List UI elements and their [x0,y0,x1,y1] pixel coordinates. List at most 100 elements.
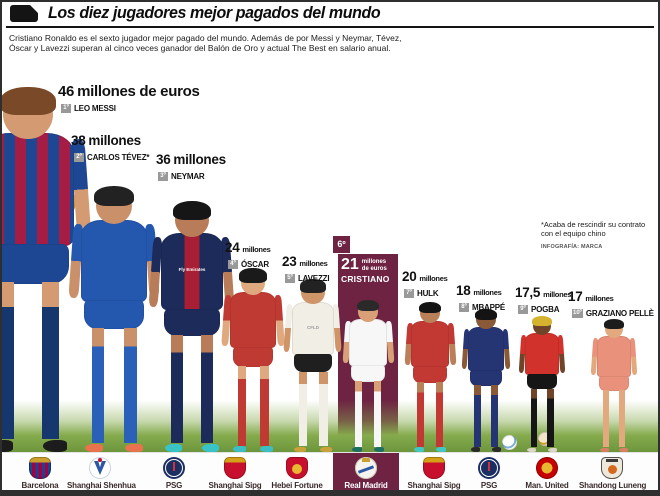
player-shoe [202,444,220,452]
salary-value: 21 [341,256,359,273]
player-name: NEYMAR [171,172,205,181]
player-shoe [413,447,424,452]
player-leg [474,385,481,448]
club-cell: Shanghai Sipg [202,457,268,490]
club-logo-psg-icon [163,457,185,479]
player-shoe [436,447,447,452]
club-cell: Shanghai Sipg [401,457,467,490]
club-cell: PSG [456,457,522,490]
club-name: Hebei Fortune [271,481,323,490]
salary-label: 23 millones 5º LAVEZZI [282,253,330,283]
player-name-row: 8º MBAPPÉ [459,303,505,312]
club-name: Shanghai Sipg [208,481,262,490]
player-shoe [164,444,182,452]
player-name-row: 2º CARLOS TÉVEZ* [74,153,149,162]
player-leg [618,389,626,448]
player-figure-hulk [404,301,456,452]
player-shoe [491,447,502,452]
player-shoe [124,443,143,452]
salary-amount: 17,5 millones [515,284,571,302]
player-figure-cristiano [342,299,394,452]
club-logo-sipg-icon [423,457,445,479]
player-shorts [526,374,558,390]
player-name-row: 4º ÓSCAR [228,260,270,269]
player-shirt: Fly Emirates [160,232,224,311]
player-figure-lavezzi: CFLD [283,279,343,452]
salary-label: 36 millones 3º NEYMAR [156,151,226,181]
salary-amount: 18 millones [456,282,505,300]
club-cell: PSG [141,457,207,490]
salary-label: 17 millones 10º GRAZIANO PELLÈ [568,288,654,318]
club-name: PSG [480,481,498,490]
player-shirt [2,133,74,246]
player-name: LAVEZZI [298,274,330,283]
player-leg [491,385,498,448]
salary-label: 20 millones 7º HULK [402,268,448,298]
player-head [93,185,135,224]
player-shirt [230,291,276,349]
player-name: MBAPPÉ [472,303,506,312]
player-name-row: 5º LAVEZZI [285,274,330,283]
salary-unit: millones [242,245,271,254]
club-name: Man. United [525,481,569,490]
player-shoe [351,447,362,452]
salary-label: 18 millones 8º MBAPPÉ [456,282,505,312]
player-head [299,279,327,305]
player-shorts [2,243,69,284]
rank-badge: 8º [459,303,469,312]
footnote-text: *Acaba de rescindir su contrato con el e… [541,220,646,238]
player-name: ÓSCAR [241,260,269,269]
salary-label: 24 millones 4º ÓSCAR [225,239,271,269]
title-underline [6,26,654,28]
salary-value: 36 [156,152,171,167]
player-shoe [599,447,609,452]
player-shirt [468,327,504,372]
player-leg [91,327,105,443]
salary-amount: 36 millones [156,151,226,169]
club-logo-luneng-icon [601,457,623,479]
salary-value: 17,5 [515,285,541,300]
club-cell: Shanghai Shenhua [67,457,136,490]
footnote: *Acaba de rescindir su contrato con el e… [541,220,658,252]
club-logo-manu-icon [536,457,558,479]
player-head [356,299,380,322]
player-name: GRAZIANO PELLÈ [585,309,654,318]
player-leg [237,366,247,446]
salary-unit: millones de euros [361,259,387,272]
salary-unit: millones [585,294,614,303]
salary-value: 46 [58,83,75,100]
salary-unit: millones [173,152,226,167]
player-shorts [599,376,629,391]
player-shirt [80,219,148,302]
player-shoe [294,446,307,452]
player-leg [530,388,537,448]
player-leg [355,381,363,447]
rank-badge: 6º [333,236,350,253]
player-head [531,315,553,336]
club-name: Shandong Luneng [579,481,647,490]
club-cell: Real Madrid [333,453,399,491]
player-shorts [351,365,385,382]
salary-label: 38 millones 2º CARLOS TÉVEZ* [71,132,149,162]
player-shoe [374,447,385,452]
club-band: Barcelona Shanghai Shenhua PSG Shanghai … [2,452,658,491]
rank-badge: 10º [572,309,583,318]
player-head [603,318,625,338]
salary-amount: 38 millones [71,132,149,150]
player-leg [319,371,328,446]
player-name: LEO MESSI [74,104,116,113]
player-shoe [527,447,537,452]
salary-unit: millones [473,288,502,297]
player-figure-neymar: Fly Emirates [148,200,236,452]
club-cell: Barcelona [7,457,73,490]
page-title: Los diez jugadores mejor pagados del mun… [48,4,381,22]
cristiano-highlight-box: 21 millones de euros CRISTIANO [341,256,397,285]
salary-unit: millones [88,133,141,148]
player-shoe [42,440,68,452]
club-name: Shanghai Sipg [407,481,461,490]
club-logo-hebei-icon [286,457,308,479]
player-figure-leo-messi [2,86,91,452]
player-figure-graziano-pell [591,318,637,452]
salary-unit: millones [543,290,572,299]
